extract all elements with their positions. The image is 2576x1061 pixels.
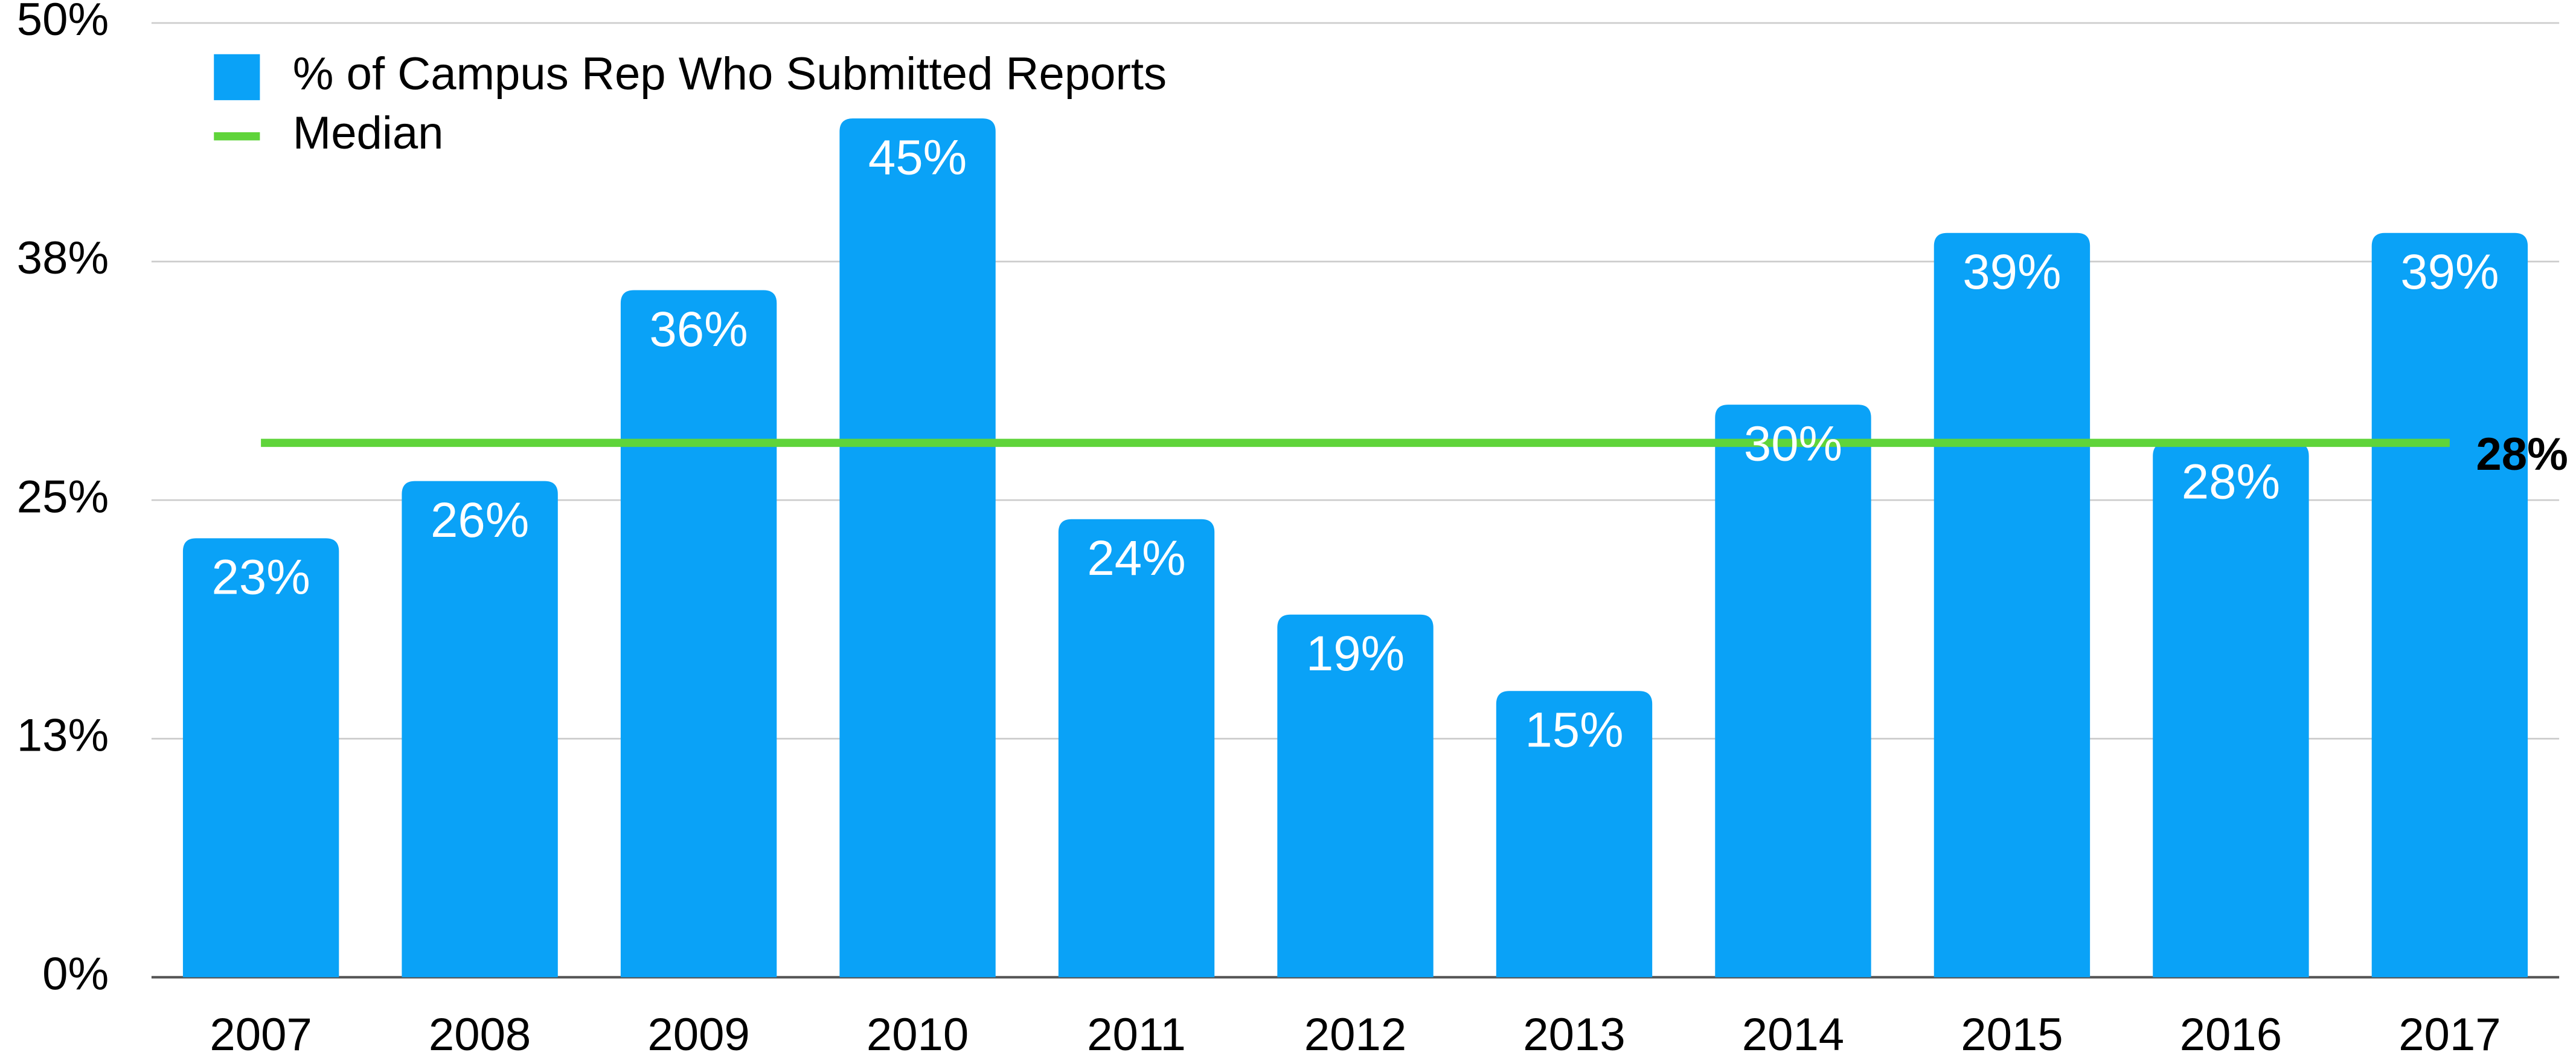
y-tick-label: 13% — [17, 710, 109, 761]
x-tick-label: 2010 — [867, 1009, 969, 1060]
bar — [839, 118, 996, 978]
bar — [620, 290, 777, 978]
value-label: 45% — [868, 130, 967, 185]
value-label: 19% — [1306, 626, 1405, 681]
y-tick-label: 25% — [17, 471, 109, 522]
value-label: 28% — [2182, 455, 2280, 510]
value-label: 30% — [1744, 416, 1842, 471]
y-tick-label: 0% — [42, 948, 109, 999]
x-tick-label: 2013 — [1523, 1009, 1625, 1060]
bar — [182, 538, 339, 978]
x-tick-label: 2009 — [647, 1009, 749, 1060]
x-tick-label: 2016 — [2180, 1009, 2282, 1060]
value-label: 24% — [1087, 531, 1185, 586]
x-tick-label: 2007 — [210, 1009, 312, 1060]
legend-label: % of Campus Rep Who Submitted Reports — [293, 48, 1167, 100]
bar — [1934, 232, 2091, 978]
x-tick-label: 2011 — [1087, 1009, 1186, 1060]
x-tick-label: 2017 — [2398, 1009, 2501, 1060]
value-label: 15% — [1525, 702, 1623, 757]
x-tick-label: 2014 — [1742, 1009, 1844, 1060]
bar — [1277, 614, 1434, 978]
value-label: 26% — [431, 493, 529, 548]
value-label: 39% — [1962, 245, 2061, 300]
median-label: 28% — [2476, 429, 2568, 480]
value-label: 23% — [211, 550, 310, 605]
legend-label: Median — [293, 107, 444, 159]
bar — [1496, 691, 1653, 978]
legend-swatch — [214, 54, 260, 100]
x-tick-label: 2008 — [429, 1009, 531, 1060]
y-tick-label: 50% — [17, 0, 109, 45]
bar — [2153, 443, 2309, 978]
bar — [1058, 519, 1215, 978]
bar — [402, 481, 558, 978]
value-label: 36% — [649, 302, 748, 357]
y-tick-label: 38% — [17, 232, 109, 284]
bar — [1715, 405, 1871, 978]
value-label: 39% — [2400, 245, 2499, 300]
x-tick-label: 2015 — [1961, 1009, 2063, 1060]
bar — [2371, 232, 2528, 978]
x-tick-label: 2012 — [1304, 1009, 1406, 1060]
